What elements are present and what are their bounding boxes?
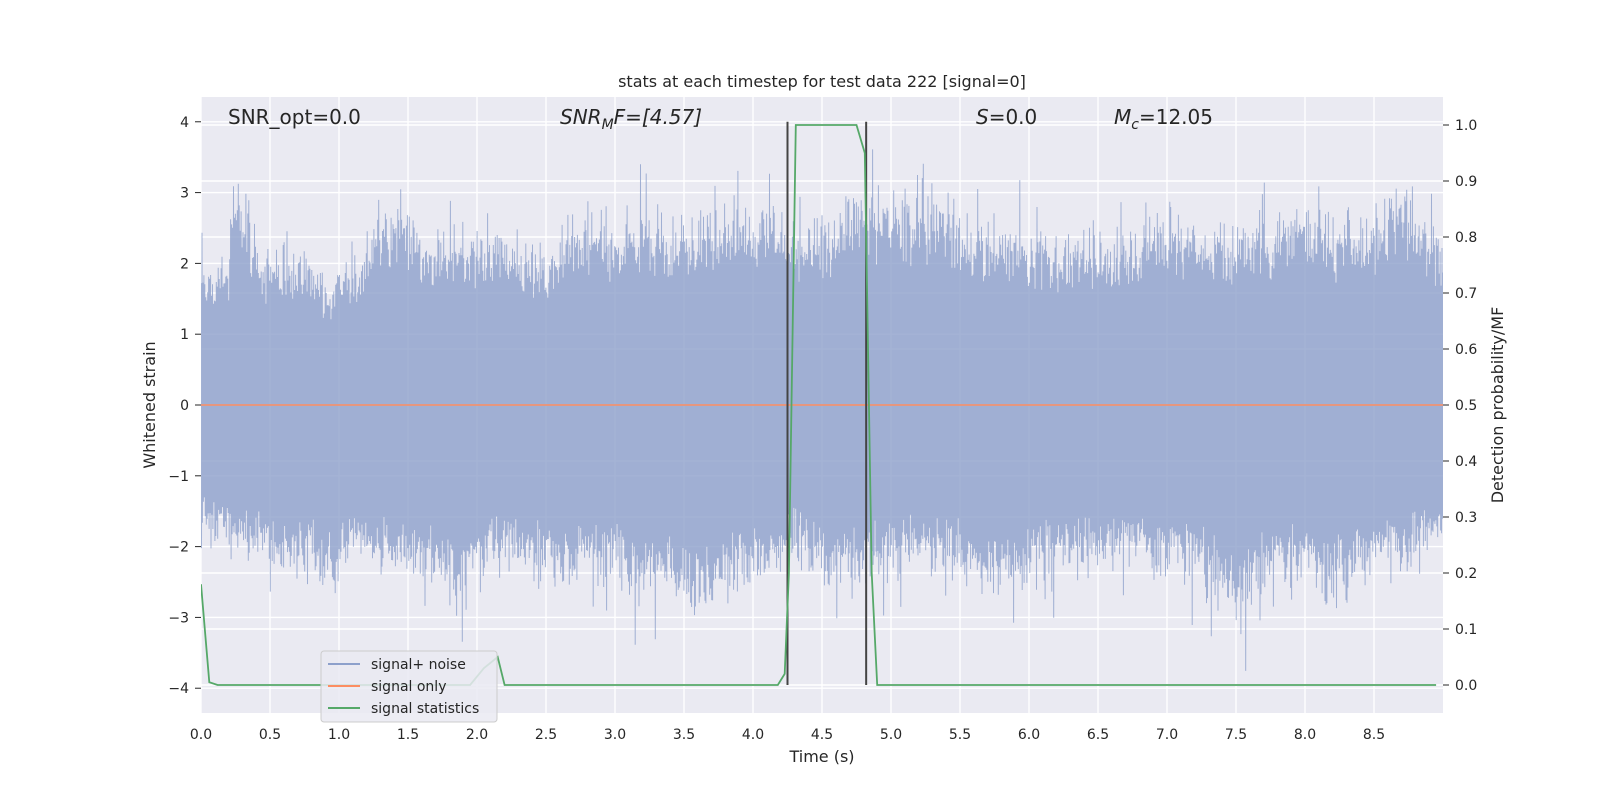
y2-tick-label: 0.9 xyxy=(1455,174,1477,190)
y-axis-label: Whitened strain xyxy=(140,341,159,468)
x-tick-label: 5.0 xyxy=(880,727,902,743)
x-tick-label: 6.5 xyxy=(1087,727,1109,743)
x-tick-label: 2.0 xyxy=(466,727,488,743)
x-tick-label: 0.0 xyxy=(190,727,212,743)
y-tick-label: −1 xyxy=(168,469,189,485)
y-tick-label: 4 xyxy=(180,115,189,131)
series-signal-noise xyxy=(201,149,1443,671)
y2-axis-label: Detection probability/MF xyxy=(1488,307,1507,504)
y2-tick-labels: 1.0 0.9 0.8 0.7 0.6 0.5 0.4 0.3 0.2 0.1 0.0 xyxy=(1443,118,1477,694)
y-tick-label: −2 xyxy=(168,540,189,556)
x-tick-label: 1.5 xyxy=(397,727,419,743)
y2-tick-label: 1.0 xyxy=(1455,118,1477,134)
x-tick-label: 3.0 xyxy=(604,727,626,743)
annotation-snr-mf: SNRMF=[4.57] xyxy=(560,105,702,133)
annotation-mc: Mc=12.05 xyxy=(1114,105,1213,133)
x-tick-label: 2.5 xyxy=(535,727,557,743)
x-tick-label: 8.0 xyxy=(1294,727,1316,743)
y2-tick-label: 0.0 xyxy=(1455,678,1477,694)
annotation-s: S=0.0 xyxy=(976,105,1037,129)
y-tick-label: −4 xyxy=(168,681,189,697)
chart-title: stats at each timestep for test data 222… xyxy=(618,72,1026,91)
x-tick-label: 4.5 xyxy=(811,727,833,743)
y-tick-label: 1 xyxy=(180,327,189,343)
y-tick-label: 0 xyxy=(180,398,189,414)
y2-tick-label: 0.8 xyxy=(1455,230,1477,246)
y2-tick-label: 0.4 xyxy=(1455,454,1477,470)
y2-tick-label: 0.5 xyxy=(1455,398,1477,414)
x-tick-label: 1.0 xyxy=(328,727,350,743)
x-tick-labels: 0.0 0.5 1.0 1.5 2.0 2.5 3.0 3.5 4.0 4.5 5.0 5.5 6.0 6… xyxy=(190,727,1385,743)
y-tick-label: 2 xyxy=(180,256,189,272)
x-tick-label: 7.0 xyxy=(1156,727,1178,743)
y-tick-label: −3 xyxy=(168,610,189,626)
x-tick-label: 5.5 xyxy=(949,727,971,743)
x-tick-label: 0.5 xyxy=(259,727,281,743)
legend: signal+ noise signal only signal statist… xyxy=(320,650,498,723)
y2-tick-label: 0.3 xyxy=(1455,510,1477,526)
y2-tick-label: 0.1 xyxy=(1455,622,1477,638)
x-tick-label: 8.5 xyxy=(1363,727,1385,743)
x-tick-label: 4.0 xyxy=(742,727,764,743)
y-tick-label: 3 xyxy=(180,186,189,202)
legend-label-signal-noise: signal+ noise xyxy=(371,657,466,673)
legend-label-signal-only: signal only xyxy=(371,679,446,695)
x-tick-label: 3.5 xyxy=(673,727,695,743)
y2-tick-label: 0.7 xyxy=(1455,286,1477,302)
y2-tick-label: 0.2 xyxy=(1455,566,1477,582)
y-tick-labels: 4 3 2 1 0 −1 −2 −3 −4 xyxy=(168,115,201,697)
x-tick-label: 6.0 xyxy=(1018,727,1040,743)
x-tick-label: 7.5 xyxy=(1225,727,1247,743)
y2-tick-label: 0.6 xyxy=(1455,342,1477,358)
legend-label-signal-statistics: signal statistics xyxy=(371,701,479,717)
annotation-snr-opt: SNR_opt=0.0 xyxy=(228,105,361,129)
legend-box xyxy=(320,650,498,723)
x-axis-label: Time (s) xyxy=(788,747,854,766)
